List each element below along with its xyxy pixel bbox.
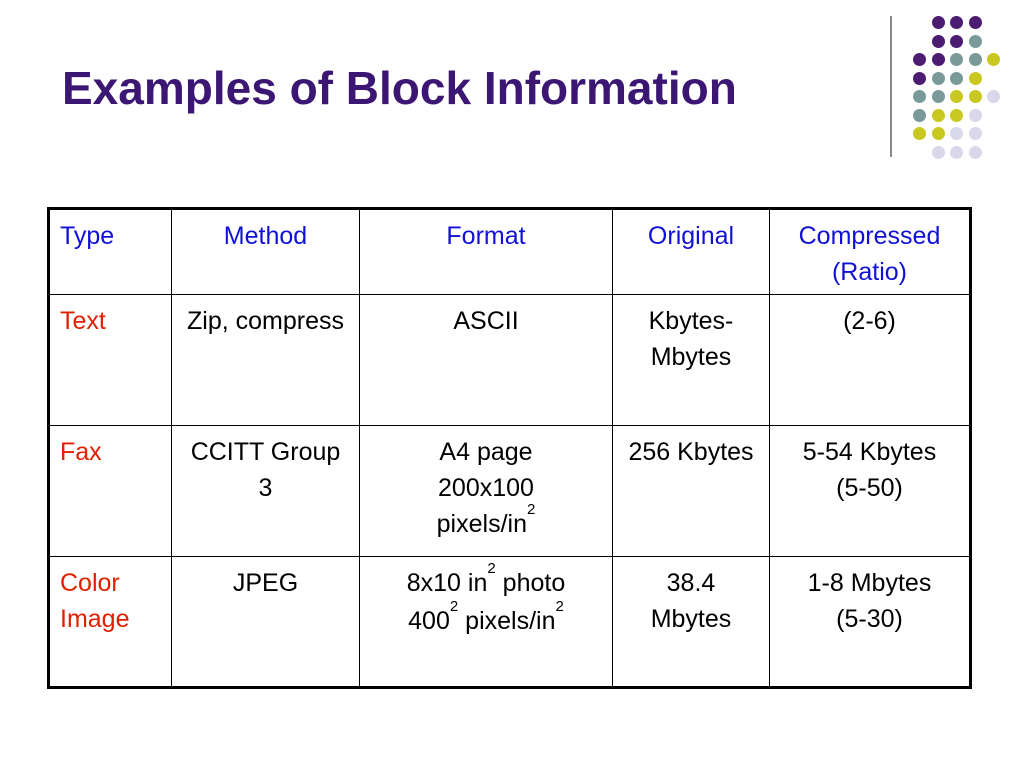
format-line: 8x10 in2 photo bbox=[370, 561, 602, 601]
compressed-line: (5-30) bbox=[836, 605, 903, 633]
decorative-dot bbox=[968, 108, 982, 122]
decorative-dot bbox=[950, 145, 963, 159]
cell-format: ASCII bbox=[359, 294, 613, 426]
cell-format: A4 page 200x100 pixels/in2 bbox=[359, 425, 613, 557]
decorative-dot bbox=[968, 16, 982, 29]
decorative-dot bbox=[931, 16, 945, 29]
superscript: 2 bbox=[449, 598, 459, 615]
header-type: Type bbox=[48, 208, 172, 295]
decorative-dot bbox=[968, 53, 982, 66]
cell-method: CCITT Group 3 bbox=[171, 425, 360, 557]
decorative-dot bbox=[931, 145, 945, 159]
decorative-dot bbox=[913, 71, 926, 85]
format-text: photo bbox=[495, 569, 566, 597]
format-text: pixels/in bbox=[436, 510, 527, 538]
decorative-dot bbox=[987, 53, 1000, 66]
decorative-dot bbox=[968, 34, 982, 48]
superscript: 2 bbox=[555, 598, 564, 615]
decorative-dot bbox=[913, 127, 926, 140]
decorative-dot bbox=[913, 108, 926, 122]
decorative-dot bbox=[950, 71, 963, 85]
header-format: Format bbox=[359, 208, 613, 295]
cell-compressed: (2-6) bbox=[769, 294, 971, 426]
decorative-dot bbox=[931, 71, 945, 85]
header-method: Method bbox=[171, 208, 360, 295]
slide-title: Examples of Block Information bbox=[62, 62, 737, 114]
decorative-dot bbox=[950, 34, 963, 48]
row-type-color-image: Color Image bbox=[48, 556, 172, 688]
decorative-dot bbox=[968, 90, 982, 103]
decorative-dot bbox=[931, 34, 945, 48]
format-line: pixels/in2 bbox=[370, 502, 602, 542]
superscript: 2 bbox=[526, 501, 536, 518]
superscript: 2 bbox=[487, 560, 496, 577]
row-type-text: Text bbox=[48, 294, 172, 426]
row-type-fax: Fax bbox=[48, 425, 172, 557]
decorative-dot bbox=[913, 53, 926, 66]
cell-compressed: 1-8 Mbytes (5-30) bbox=[769, 556, 971, 688]
cell-original: Kbytes-Mbytes bbox=[612, 294, 770, 426]
decorative-dot bbox=[950, 90, 963, 103]
cell-method: JPEG bbox=[171, 556, 360, 688]
format-line: 4002 pixels/in2 bbox=[370, 599, 602, 639]
format-text: 400 bbox=[408, 607, 450, 635]
decorative-dot bbox=[968, 127, 982, 140]
format-text: 8x10 in bbox=[406, 569, 488, 597]
table-row: Text Zip, compress ASCII Kbytes-Mbytes (… bbox=[48, 294, 971, 426]
table-row: Color Image JPEG 8x10 in2 photo 4002 pix… bbox=[48, 556, 971, 688]
cell-format: 8x10 in2 photo 4002 pixels/in2 bbox=[359, 556, 613, 688]
compressed-line: (5-50) bbox=[836, 474, 903, 502]
format-line: 200x100 bbox=[438, 474, 534, 502]
block-information-table: Type Method Format Original Compressed (… bbox=[47, 207, 972, 689]
decorative-dot bbox=[968, 145, 982, 159]
header-original: Original bbox=[612, 208, 770, 295]
format-text: pixels/in bbox=[458, 607, 556, 635]
header-compressed: Compressed (Ratio) bbox=[769, 208, 971, 295]
compressed-line: 1-8 Mbytes bbox=[807, 569, 932, 597]
decorative-dot bbox=[950, 16, 963, 29]
decorative-dot bbox=[950, 108, 963, 122]
decorative-dot bbox=[987, 90, 1000, 103]
table-row: Fax CCITT Group 3 A4 page 200x100 pixels… bbox=[48, 425, 971, 557]
table-header-row: Type Method Format Original Compressed (… bbox=[48, 208, 971, 295]
decorative-dot bbox=[950, 127, 963, 140]
decorative-dot bbox=[913, 90, 926, 103]
decorative-dot bbox=[931, 90, 945, 103]
cell-method: Zip, compress bbox=[171, 294, 360, 426]
compressed-line: 5-54 Kbytes bbox=[802, 438, 937, 466]
format-line: A4 page bbox=[439, 438, 533, 466]
title-divider-line bbox=[890, 16, 892, 157]
decorative-dot bbox=[931, 127, 945, 140]
decorative-dot bbox=[968, 71, 982, 85]
cell-compressed: 5-54 Kbytes (5-50) bbox=[769, 425, 971, 557]
cell-original: 256 Kbytes bbox=[612, 425, 770, 557]
decorative-dot bbox=[931, 53, 945, 66]
cell-original: 38.4 Mbytes bbox=[612, 556, 770, 688]
decorative-dot bbox=[950, 53, 963, 66]
decorative-dot bbox=[931, 108, 945, 122]
